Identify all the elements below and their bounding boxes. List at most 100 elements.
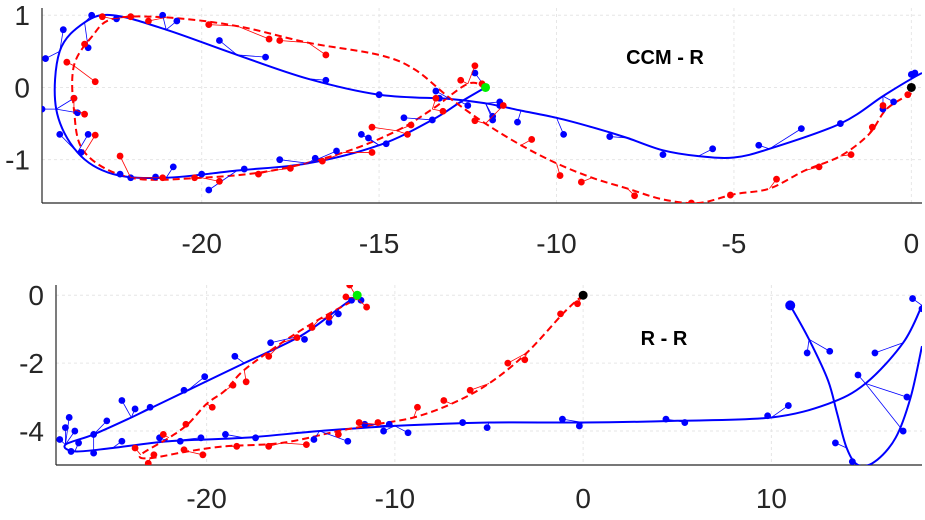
data-point-blue [903, 393, 911, 401]
data-point-blue [67, 448, 75, 455]
residual-line [168, 437, 202, 442]
data-point-blue [400, 114, 408, 122]
residual-line [119, 155, 132, 178]
data-point-red [127, 13, 135, 21]
data-point-blue [198, 170, 206, 178]
data-point-blue [662, 415, 670, 423]
data-point-blue [169, 163, 177, 171]
residual-line [187, 376, 205, 391]
data-point-red [342, 293, 350, 301]
data-point-red [404, 130, 411, 138]
data-point-red [70, 94, 78, 102]
data-point-red [355, 419, 363, 426]
data-point-blue [909, 295, 916, 302]
residual-line [55, 97, 75, 110]
data-point-blue [784, 402, 792, 409]
data-point-blue [918, 305, 922, 313]
data-point-blue [56, 436, 64, 443]
data-point-blue [836, 120, 844, 127]
data-point-red [346, 285, 354, 289]
chart-title: R - R [641, 328, 688, 350]
residual-line [771, 405, 789, 418]
residual-line [208, 170, 238, 191]
data-point-blue [113, 15, 120, 23]
data-point-red [577, 178, 585, 186]
series-line-blue [63, 294, 922, 453]
data-point-blue [755, 141, 763, 149]
data-point-red [466, 386, 474, 394]
data-point-blue [118, 397, 126, 404]
data-point-red [528, 136, 536, 143]
residual-line [769, 128, 802, 150]
marker-end [578, 290, 588, 300]
data-point-red [159, 431, 167, 438]
data-point-blue [559, 415, 566, 423]
x-tick-label: 0 [904, 228, 920, 259]
data-point-red [293, 334, 301, 342]
grid-lines [56, 285, 922, 465]
marker-start [481, 82, 491, 92]
data-point-blue [62, 424, 69, 432]
residual-line [131, 406, 151, 418]
data-point-blue [333, 147, 340, 155]
data-point-blue [826, 347, 834, 355]
data-point-blue [276, 156, 284, 164]
data-point-red [815, 163, 823, 171]
y-tick-label: -1 [5, 145, 30, 176]
data-point-red [499, 102, 507, 109]
x-tick-label: 0 [575, 483, 591, 514]
y-tick-label: -4 [19, 416, 44, 447]
chart-panel-r-r: -20 -10 0 10 0 -2 -4 R - R [19, 280, 922, 514]
data-point-red [276, 37, 284, 44]
data-point-blue [131, 405, 139, 413]
data-point-red [368, 149, 376, 156]
data-point-red [265, 35, 273, 43]
data-point-blue [382, 140, 390, 148]
data-point-blue [385, 420, 393, 428]
residual-line [237, 25, 270, 40]
data-point-blue [65, 414, 73, 421]
data-point-blue [301, 335, 308, 343]
chart-title: CCM - R [626, 47, 704, 69]
data-point-blue [118, 437, 126, 445]
data-point-blue [489, 116, 497, 124]
data-point-blue [471, 69, 479, 77]
data-point-red [199, 451, 207, 459]
data-point-blue [325, 318, 333, 326]
data-point-blue [459, 419, 467, 426]
data-point-blue [432, 87, 440, 95]
residual-line [307, 150, 337, 164]
residual-line [59, 29, 64, 52]
data-point-blue [42, 105, 46, 113]
residual-line [865, 383, 908, 398]
data-point-red [81, 40, 88, 48]
marker-blue [785, 300, 796, 311]
residual-line [865, 383, 904, 432]
data-point-blue [483, 424, 491, 432]
data-point-blue [514, 118, 521, 126]
data-point-red [145, 17, 152, 25]
data-point-blue [103, 417, 111, 425]
data-point-blue [267, 339, 275, 347]
data-point-blue [575, 422, 583, 430]
data-point-red [265, 352, 273, 360]
data-point-blue [854, 371, 862, 379]
residual-line [485, 105, 504, 124]
data-point-blue [71, 427, 79, 435]
marker-end [906, 82, 916, 92]
data-point-red [440, 397, 448, 404]
data-point-blue [310, 436, 318, 443]
data-point-blue [764, 412, 772, 420]
residual-line [507, 352, 527, 364]
data-point-blue [311, 154, 319, 162]
data-point-blue [180, 386, 188, 394]
residual-line [562, 418, 584, 423]
data-point-blue [659, 151, 667, 159]
residual-line [73, 65, 96, 82]
marker-start [352, 290, 362, 300]
data-point-blue [560, 130, 568, 138]
residual-line [279, 159, 309, 164]
data-point-red [471, 117, 479, 125]
